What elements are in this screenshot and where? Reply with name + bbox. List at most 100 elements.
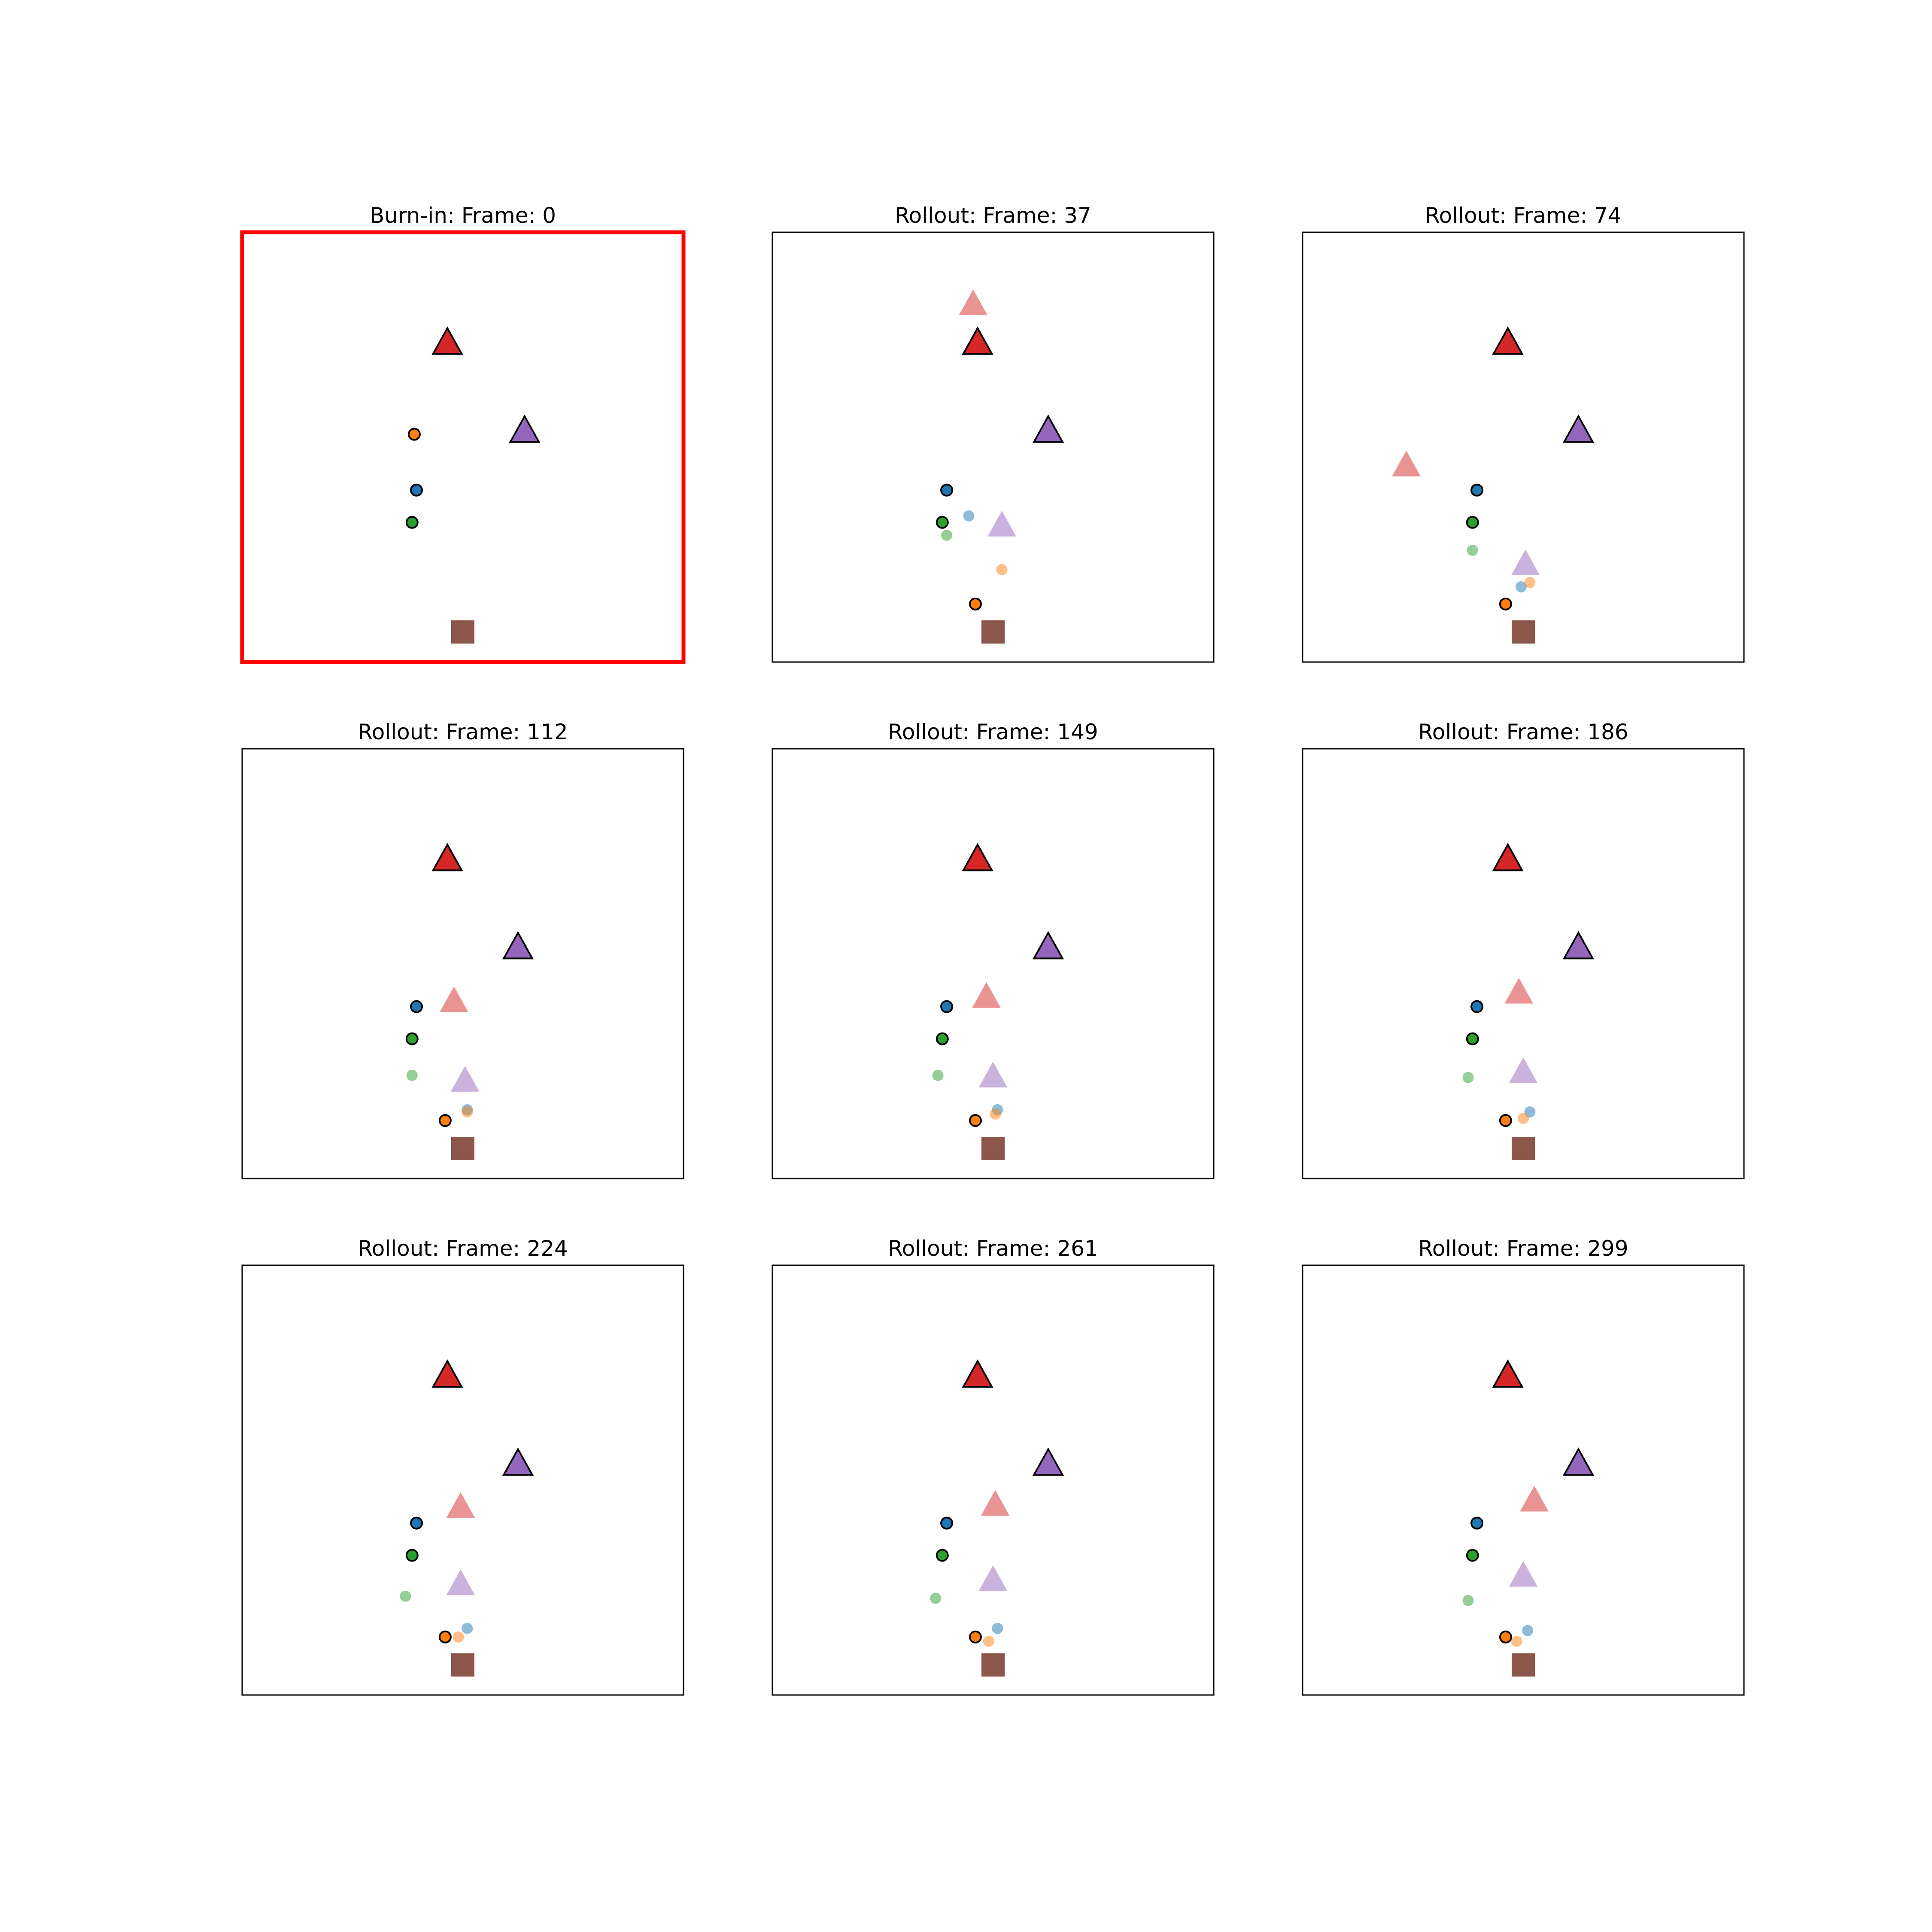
panel-9: Rollout: Frame: 299 — [1302, 1236, 1745, 1696]
true-blue-circle-marker — [1470, 1516, 1484, 1530]
panel-2: Rollout: Frame: 37 — [772, 203, 1215, 663]
predicted-red-triangle-marker — [1504, 978, 1534, 1004]
panels-group: Burn-in: Frame: 0 Rollout: Frame: 37 Rollo… — [240, 203, 1745, 1696]
predicted-purple-triangle-marker — [1511, 549, 1540, 575]
predicted-orange-circle-marker — [983, 1635, 994, 1647]
panel-title: Rollout: Frame: 74 — [1425, 203, 1622, 228]
predicted-blue-circle-marker — [1522, 1625, 1534, 1636]
brown-square-target-marker — [451, 620, 474, 644]
axes-frame — [772, 1264, 1215, 1696]
predicted-blue-circle-marker — [963, 510, 975, 522]
brown-square-target-marker — [1512, 1136, 1535, 1160]
predicted-orange-circle-marker — [1518, 1112, 1529, 1124]
true-orange-circle-marker — [1499, 1114, 1512, 1127]
predicted-green-circle-marker — [1467, 544, 1478, 556]
brown-square-target-marker — [451, 1136, 474, 1160]
predicted-purple-triangle-marker — [987, 510, 1016, 537]
true-orange-circle-marker — [969, 1114, 982, 1127]
brown-square-target-marker — [451, 1653, 474, 1677]
true-purple-triangle-marker — [1562, 931, 1595, 960]
true-blue-circle-marker — [1470, 1000, 1484, 1013]
panel-6: Rollout: Frame: 186 — [1302, 720, 1745, 1179]
panel-title: Rollout: Frame: 299 — [1418, 1236, 1628, 1261]
panel-title: Rollout: Frame: 186 — [1418, 720, 1628, 744]
predicted-orange-circle-marker — [1511, 1635, 1522, 1647]
true-orange-circle-marker — [1499, 1630, 1512, 1643]
panel-4: Rollout: Frame: 112 — [241, 720, 684, 1179]
predicted-green-circle-marker — [1462, 1072, 1474, 1083]
axes-frame — [1302, 748, 1745, 1179]
brown-square-target-marker — [981, 1653, 1005, 1677]
axes-frame — [1302, 231, 1745, 663]
true-purple-triangle-marker — [1562, 414, 1595, 443]
predicted-orange-circle-marker — [462, 1106, 473, 1118]
predicted-purple-triangle-marker — [978, 1061, 1008, 1088]
brown-square-target-marker — [981, 620, 1005, 644]
true-blue-circle-marker — [410, 1516, 423, 1530]
predicted-purple-triangle-marker — [450, 1066, 480, 1092]
true-orange-circle-marker — [407, 428, 421, 441]
true-red-triangle-marker — [962, 843, 993, 872]
true-green-circle-marker — [1466, 1549, 1479, 1562]
axes-frame — [241, 1264, 684, 1696]
true-blue-circle-marker — [410, 1000, 423, 1013]
true-green-circle-marker — [1466, 1032, 1479, 1045]
brown-square-target-marker — [1512, 1653, 1535, 1677]
panel-7: Rollout: Frame: 224 — [241, 1236, 684, 1696]
predicted-red-triangle-marker — [981, 1490, 1010, 1516]
predicted-blue-circle-marker — [992, 1622, 1003, 1634]
true-blue-circle-marker — [940, 483, 954, 497]
panel-title: Rollout: Frame: 112 — [358, 720, 568, 744]
predicted-green-circle-marker — [400, 1590, 411, 1602]
true-green-circle-marker — [405, 1032, 419, 1045]
predicted-purple-triangle-marker — [1509, 1561, 1538, 1587]
panel-title: Rollout: Frame: 149 — [888, 720, 1098, 744]
predicted-purple-triangle-marker — [446, 1569, 475, 1595]
true-orange-circle-marker — [969, 597, 982, 611]
predicted-red-triangle-marker — [440, 986, 468, 1012]
brown-square-target-marker — [1512, 620, 1535, 644]
true-red-triangle-marker — [1492, 326, 1524, 355]
true-green-circle-marker — [936, 516, 949, 529]
predicted-green-circle-marker — [941, 529, 953, 541]
true-red-triangle-marker — [1492, 1359, 1524, 1388]
true-green-circle-marker — [936, 1032, 949, 1045]
axes-frame — [772, 231, 1215, 663]
highlighted-axes-frame — [240, 230, 686, 664]
predicted-orange-circle-marker — [990, 1108, 1001, 1120]
predicted-orange-circle-marker — [996, 564, 1008, 575]
axes-frame — [1302, 1264, 1745, 1696]
predicted-blue-circle-marker — [1515, 581, 1527, 592]
true-blue-circle-marker — [940, 1000, 954, 1013]
true-red-triangle-marker — [431, 326, 463, 355]
panel-title: Rollout: Frame: 224 — [358, 1236, 568, 1261]
true-blue-circle-marker — [410, 483, 423, 497]
panel-8: Rollout: Frame: 261 — [772, 1236, 1215, 1696]
true-purple-triangle-marker — [502, 931, 534, 960]
true-red-triangle-marker — [1492, 843, 1524, 872]
true-green-circle-marker — [936, 1549, 949, 1562]
true-orange-circle-marker — [438, 1114, 452, 1127]
predicted-red-triangle-marker — [972, 982, 1001, 1008]
true-orange-circle-marker — [1499, 597, 1512, 611]
panel-title: Rollout: Frame: 261 — [888, 1236, 1098, 1261]
axes-frame — [772, 748, 1215, 1179]
predicted-purple-triangle-marker — [1509, 1057, 1538, 1083]
true-purple-triangle-marker — [1562, 1447, 1595, 1476]
true-green-circle-marker — [405, 1549, 419, 1562]
predicted-red-triangle-marker — [1520, 1485, 1549, 1512]
true-purple-triangle-marker — [502, 1447, 534, 1476]
true-red-triangle-marker — [962, 326, 993, 355]
predicted-orange-circle-marker — [1524, 577, 1536, 588]
true-red-triangle-marker — [431, 1359, 463, 1388]
predicted-red-triangle-marker — [1392, 450, 1421, 477]
panel-title: Burn-in: Frame: 0 — [370, 203, 556, 228]
panel-3: Rollout: Frame: 74 — [1302, 203, 1745, 663]
true-green-circle-marker — [1466, 516, 1479, 529]
true-purple-triangle-marker — [1032, 414, 1064, 443]
predicted-green-circle-marker — [930, 1592, 942, 1604]
true-red-triangle-marker — [962, 1359, 993, 1388]
panel-5: Rollout: Frame: 149 — [772, 720, 1215, 1179]
